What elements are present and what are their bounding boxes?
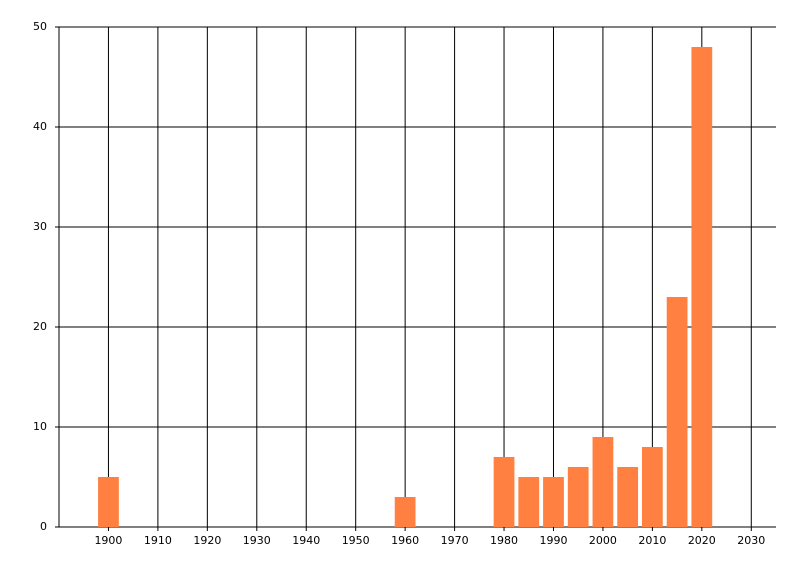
- x-tick-label: 2000: [589, 534, 617, 547]
- bar: [641, 447, 663, 527]
- y-tick-label: 50: [33, 20, 47, 33]
- x-tick-label: 1930: [243, 534, 271, 547]
- bar: [617, 467, 639, 527]
- x-tick-label: 1950: [342, 534, 370, 547]
- x-tick-label: 2020: [688, 534, 716, 547]
- y-tick-label: 30: [33, 220, 47, 233]
- x-tick-label: 1900: [94, 534, 122, 547]
- x-tick-label: 1980: [490, 534, 518, 547]
- bar: [543, 477, 564, 527]
- bar: [567, 467, 589, 527]
- y-tick-label: 20: [33, 320, 47, 333]
- x-tick-label: 1960: [391, 534, 419, 547]
- bar: [493, 457, 515, 527]
- x-tick-label: 1940: [292, 534, 320, 547]
- x-tick-label: 2010: [638, 534, 666, 547]
- y-tick-label: 0: [40, 520, 47, 533]
- x-tick-label: 1920: [193, 534, 221, 547]
- x-tick-label: 2030: [737, 534, 765, 547]
- x-tick-label: 1910: [144, 534, 172, 547]
- x-tick-label: 1990: [539, 534, 567, 547]
- y-tick-label: 40: [33, 120, 47, 133]
- bar: [394, 497, 416, 527]
- bar: [98, 477, 119, 527]
- x-tick-label: 1970: [441, 534, 469, 547]
- bar: [691, 47, 713, 527]
- bar: [666, 297, 688, 527]
- bar: [518, 477, 540, 527]
- bar: [592, 437, 614, 527]
- y-tick-label: 10: [33, 420, 47, 433]
